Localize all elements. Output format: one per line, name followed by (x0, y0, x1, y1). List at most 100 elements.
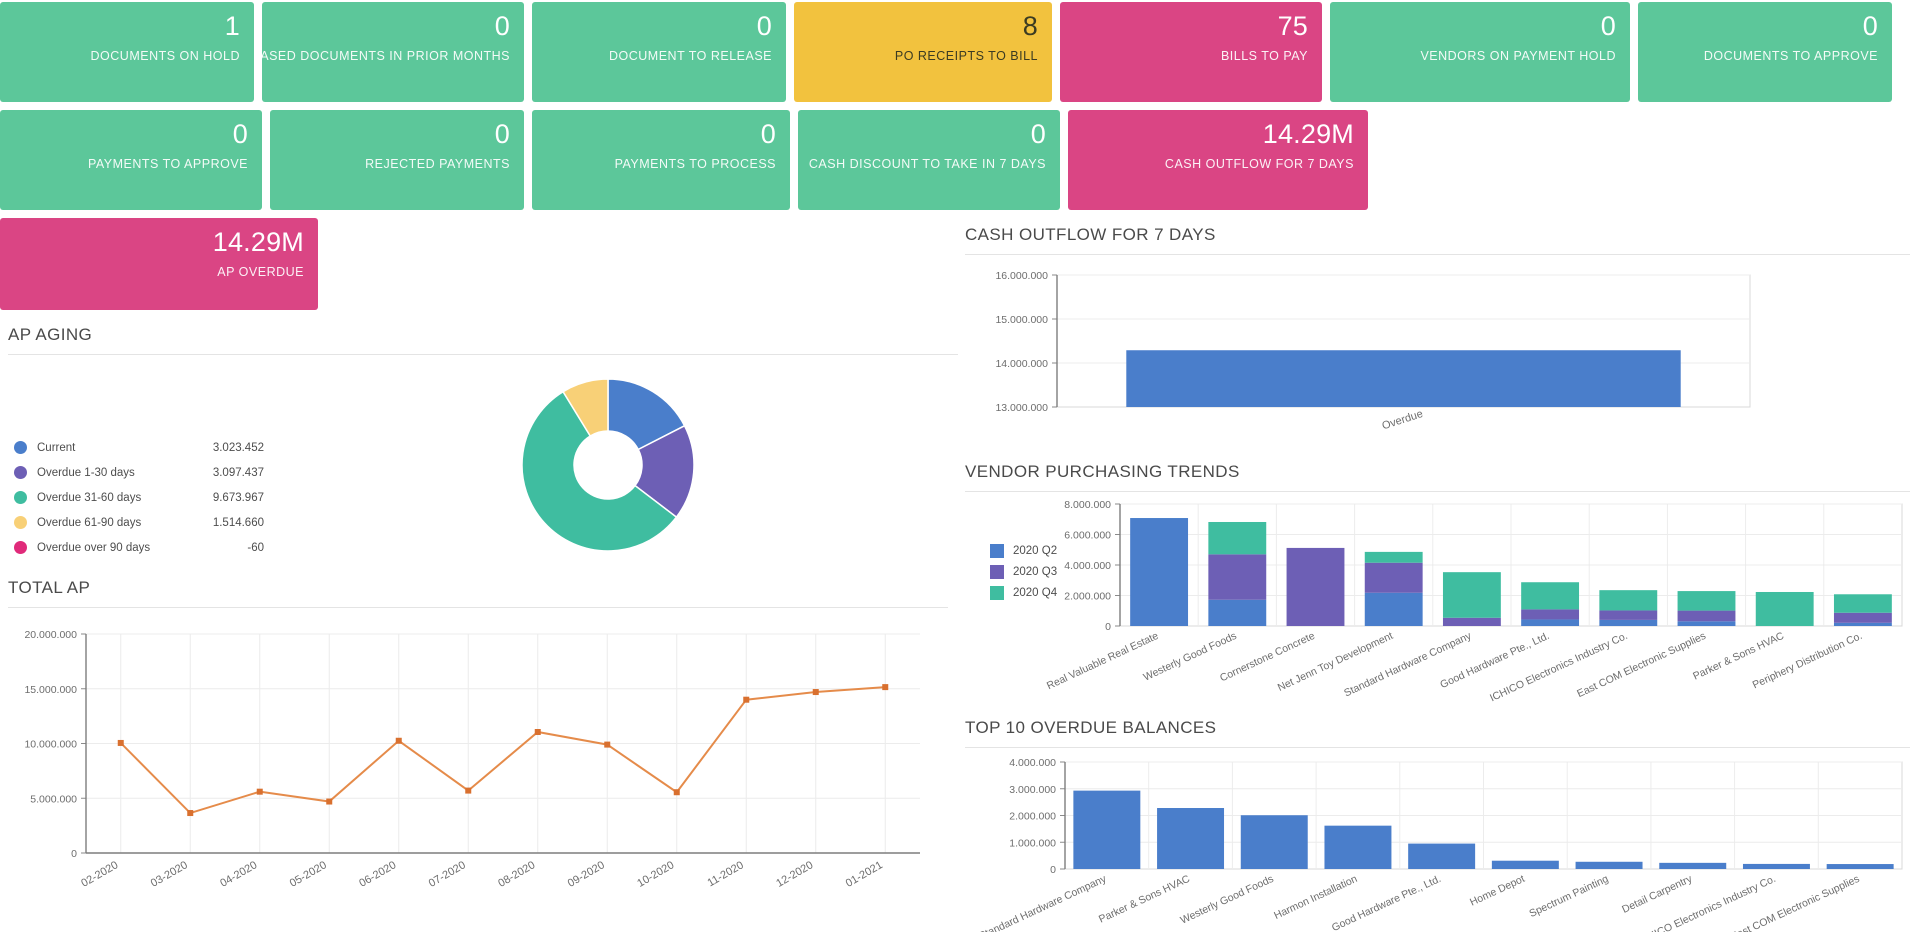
kpi-tile-bills-to-pay[interactable]: 75 BILLS TO PAY (1060, 2, 1322, 102)
kpi-tile-payments-to-approve[interactable]: 0 PAYMENTS TO APPROVE (0, 110, 262, 210)
kpi-value: 0 (1862, 11, 1878, 41)
kpi-label: REJECTED PAYMENTS (365, 157, 510, 171)
kpi-tile-cash-outflow-for-7-days[interactable]: 14.29M CASH OUTFLOW FOR 7 DAYS (1068, 110, 1368, 210)
kpi-value: 8 (1022, 11, 1038, 41)
kpi-value: 0 (760, 119, 776, 149)
kpi-value: 0 (1600, 11, 1616, 41)
kpi-value: 14.29M (212, 227, 304, 257)
svg-text:03-2020: 03-2020 (149, 859, 190, 890)
kpi-value: 0 (494, 11, 510, 41)
kpi-tile-rejected-payments[interactable]: 0 REJECTED PAYMENTS (270, 110, 524, 210)
kpi-tile-ap-overdue[interactable]: 14.29M AP OVERDUE (0, 218, 318, 310)
svg-text:16.000.000: 16.000.000 (995, 270, 1048, 282)
svg-text:01-2021: 01-2021 (844, 859, 885, 890)
legend-color-swatch-icon (990, 585, 1004, 600)
svg-text:6.000.000: 6.000.000 (1064, 530, 1111, 542)
kpi-label: PO RECEIPTS TO BILL (894, 49, 1038, 63)
svg-text:Detail Carpentry: Detail Carpentry (1620, 873, 1695, 916)
kpi-value: 0 (1030, 119, 1046, 149)
svg-text:10.000.000: 10.000.000 (24, 739, 77, 751)
legend-color-dot-icon (14, 491, 27, 504)
legend-item[interactable]: Current 3.023.452 (14, 435, 264, 460)
legend-item[interactable]: Overdue 61-90 days 1.514.660 (14, 510, 264, 535)
legend-item[interactable]: Overdue over 90 days -60 (14, 535, 264, 560)
kpi-label: AP OVERDUE (217, 265, 304, 279)
legend-label: Overdue 1-30 days (37, 466, 135, 479)
legend-item[interactable]: Overdue 31-60 days 9.673.967 (14, 485, 264, 510)
svg-text:4.000.000: 4.000.000 (1009, 757, 1056, 769)
total-ap-line-chart[interactable]: 0 5.000.000 10.000.000 15.000.000 20.000.000… (8, 608, 948, 932)
panel-ap-aging: AP AGING Current 3.023.452 Overdue 1-30 da… (8, 325, 958, 585)
legend-value: 3.023.452 (212, 441, 264, 454)
kpi-tile-unreleased-documents-in-prior-months[interactable]: 0 UNRELEASED DOCUMENTS IN PRIOR MONTHS (262, 2, 524, 102)
kpi-tile-vendors-on-payment-hold[interactable]: 0 VENDORS ON PAYMENT HOLD (1330, 2, 1630, 102)
legend-color-dot-icon (14, 466, 27, 479)
svg-text:0: 0 (1050, 864, 1056, 876)
legend-label: Current (37, 441, 76, 454)
legend-item[interactable]: 2020 Q2 (990, 540, 1057, 561)
ap-aging-donut-chart[interactable] (508, 365, 708, 565)
svg-text:Parker & Sons HVAC: Parker & Sons HVAC (1097, 873, 1192, 926)
legend-item[interactable]: Overdue 1-30 days 3.097.437 (14, 460, 264, 485)
svg-text:Home Depot: Home Depot (1468, 873, 1527, 909)
cash-outflow-bar-chart[interactable]: 13.000.000 14.000.000 15.000.000 16.000.000… (965, 255, 1910, 455)
vendor-trends-body: 2020 Q2 2020 Q3 2020 Q4 0 2.000.000 4.000.00… (965, 492, 1910, 737)
kpi-value: 0 (232, 119, 248, 149)
ap-aging-body: Current 3.023.452 Overdue 1-30 days 3.097.4… (8, 355, 958, 585)
legend-value: 1.514.660 (212, 516, 264, 529)
legend-item[interactable]: 2020 Q3 (990, 561, 1057, 582)
svg-text:11-2020: 11-2020 (705, 859, 745, 889)
svg-text:3.000.000: 3.000.000 (1009, 784, 1056, 796)
svg-text:Real Valuable Real Estate: Real Valuable Real Estate (1045, 630, 1161, 692)
svg-text:East COM Electronic Supplies: East COM Electronic Supplies (1729, 873, 1862, 932)
svg-text:1.000.000: 1.000.000 (1009, 837, 1056, 849)
svg-text:2.000.000: 2.000.000 (1064, 591, 1111, 603)
kpi-label: DOCUMENTS ON HOLD (90, 49, 240, 63)
svg-text:09-2020: 09-2020 (566, 859, 607, 890)
kpi-label: VENDORS ON PAYMENT HOLD (1420, 49, 1616, 63)
legend-label: 2020 Q4 (1013, 586, 1058, 599)
svg-text:8.000.000: 8.000.000 (1064, 499, 1111, 511)
svg-text:0: 0 (1105, 621, 1111, 633)
legend-item[interactable]: 2020 Q4 (990, 582, 1057, 603)
legend-value: 3.097.437 (212, 466, 264, 479)
svg-text:4.000.000: 4.000.000 (1064, 560, 1111, 572)
kpi-tile-po-receipts-to-bill[interactable]: 8 PO RECEIPTS TO BILL (794, 2, 1052, 102)
kpi-tile-payments-to-process[interactable]: 0 PAYMENTS TO PROCESS (532, 110, 790, 210)
legend-color-dot-icon (14, 441, 27, 454)
kpi-tile-documents-on-hold[interactable]: 1 DOCUMENTS ON HOLD (0, 2, 254, 102)
legend-label: 2020 Q2 (1013, 544, 1058, 557)
kpi-label: DOCUMENT TO RELEASE (608, 49, 772, 63)
svg-text:14.000.000: 14.000.000 (995, 358, 1048, 370)
svg-text:15.000.000: 15.000.000 (24, 684, 77, 696)
legend-color-swatch-icon (990, 564, 1004, 579)
svg-text:5.000.000: 5.000.000 (30, 793, 77, 805)
ap-aging-legend: Current 3.023.452 Overdue 1-30 days 3.097.4… (14, 435, 264, 560)
svg-text:East COM Electronic Supplies: East COM Electronic Supplies (1575, 630, 1708, 700)
kpi-value: 1 (224, 11, 240, 41)
kpi-label: CASH OUTFLOW FOR 7 DAYS (1164, 157, 1354, 171)
panel-title-top10-overdue: TOP 10 OVERDUE BALANCES (965, 718, 1910, 748)
svg-text:02-2020: 02-2020 (79, 859, 120, 890)
svg-text:Spectrum Painting: Spectrum Painting (1527, 873, 1610, 920)
legend-color-dot-icon (14, 541, 27, 554)
kpi-tile-documents-to-approve[interactable]: 0 DOCUMENTS TO APPROVE (1638, 2, 1892, 102)
vendor-trends-stacked-bar-chart[interactable]: 0 2.000.000 4.000.000 6.000.000 8.000.000 Rea… (965, 498, 1910, 738)
top10-overdue-bar-chart[interactable]: 0 1.000.000 2.000.000 3.000.000 4.000.000 Sta… (965, 748, 1910, 932)
svg-text:15.000.000: 15.000.000 (995, 314, 1048, 326)
panel-cash-outflow: CASH OUTFLOW FOR 7 DAYS 13.000.000 14.000… (965, 225, 1910, 455)
svg-text:05-2020: 05-2020 (288, 859, 329, 890)
vendor-trends-legend: 2020 Q2 2020 Q3 2020 Q4 (990, 540, 1057, 603)
kpi-tile-document-to-release[interactable]: 0 DOCUMENT TO RELEASE (532, 2, 786, 102)
svg-text:13.000.000: 13.000.000 (995, 402, 1048, 414)
panel-title-cash-outflow: CASH OUTFLOW FOR 7 DAYS (965, 225, 1910, 255)
svg-text:08-2020: 08-2020 (496, 859, 537, 890)
panel-vendor-trends: VENDOR PURCHASING TRENDS 2020 Q2 2020 Q3 2… (965, 462, 1910, 737)
svg-text:06-2020: 06-2020 (357, 859, 398, 890)
kpi-tile-cash-discount-to-take-in-7-days[interactable]: 0 CASH DISCOUNT TO TAKE IN 7 DAYS (798, 110, 1060, 210)
panel-title-vendor-trends: VENDOR PURCHASING TRENDS (965, 462, 1910, 492)
panel-title-ap-aging: AP AGING (8, 325, 958, 355)
legend-label: Overdue 31-60 days (37, 491, 142, 504)
svg-text:04-2020: 04-2020 (218, 859, 259, 890)
